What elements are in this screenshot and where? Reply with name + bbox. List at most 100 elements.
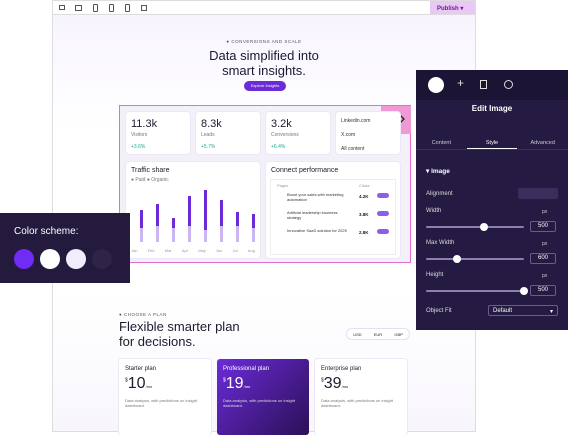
icon[interactable] [141, 5, 147, 11]
channel: Linkedin.com [341, 118, 371, 124]
slider-knob[interactable] [480, 223, 488, 231]
eyebrow-text: CHOOSE A PLAN [123, 312, 167, 317]
swatch[interactable] [92, 249, 112, 269]
slider-knob[interactable] [520, 287, 528, 295]
unit[interactable]: px [542, 273, 548, 279]
stat-card: 3.2k Conversions +6.4% [266, 112, 330, 154]
slider[interactable] [426, 226, 524, 228]
currency: $ [125, 377, 128, 384]
field-label: Object Fit [426, 308, 452, 314]
icon[interactable] [109, 4, 114, 12]
panel-title: Edit Image [471, 104, 513, 113]
stat-change: +3.6% [131, 144, 146, 150]
month: Jul [232, 248, 238, 253]
currency[interactable]: EUR [373, 331, 383, 337]
tabs: Content Style Advanced [416, 126, 568, 150]
plan-card: Starter plan $10/mo Data analysis, with … [119, 359, 211, 435]
eyebrow-text: CONVERSIONS AND SCALE [231, 39, 302, 44]
field-label: Alignment [426, 191, 453, 197]
input[interactable]: 500 [530, 221, 556, 232]
icon[interactable] [59, 5, 65, 10]
stat-card: 8.3k Leads +5.7% [196, 112, 260, 154]
field-label: Height [426, 272, 444, 278]
currency[interactable]: GBP [394, 331, 403, 337]
hero-button[interactable]: Explore Insights [244, 81, 286, 91]
color-scheme-panel: Color scheme: [0, 213, 130, 283]
plan-description: Data analysis, with predictions on insig… [321, 398, 394, 408]
month: Aug [247, 248, 255, 253]
pill [377, 193, 389, 198]
hero-eyebrow: ● CONVERSIONS AND SCALE [226, 39, 302, 44]
input[interactable]: 500 [530, 285, 556, 296]
table: Pages Clicks Boost your sales with marke… [270, 179, 396, 255]
section[interactable]: ▾ Image [426, 168, 450, 175]
add-icon[interactable]: + [457, 76, 465, 90]
page-icon[interactable] [480, 80, 487, 89]
stat-change: +6.4% [271, 144, 286, 150]
editor-panel: + Edit Image Content Style Advanced ▾ Im… [416, 70, 568, 330]
stat-value: 11.3k [131, 118, 158, 130]
history-icon[interactable] [504, 80, 513, 89]
stat-card: 11.3k Visitors +3.6% [126, 112, 190, 154]
period: /mo [243, 384, 251, 389]
stat-label: Visitors [131, 132, 148, 138]
currency[interactable]: USD [353, 331, 362, 337]
plan-name: Professional plan [223, 366, 270, 372]
stat-value: 3.2k [271, 118, 292, 130]
canvas: Publish ▾ ● CONVERSIONS AND SCALE Data s… [52, 0, 476, 435]
select[interactable]: Default ▾ [488, 305, 558, 316]
stat-label: Conversions [271, 132, 299, 138]
pricing-eyebrow: ● CHOOSE A PLAN [119, 312, 167, 317]
performance-card: Connect performance Pages Clicks Boost y… [266, 162, 400, 258]
price: 19 [225, 375, 244, 392]
icon[interactable] [75, 5, 82, 11]
pill [377, 229, 389, 234]
channel: All content [341, 146, 365, 152]
month: May [198, 248, 206, 253]
row-clicks: 4.2K [359, 194, 369, 199]
stat-value: 8.3k [201, 118, 222, 130]
hero-title: Data simplified into smart insights. [209, 48, 319, 78]
month: Mar [164, 248, 172, 253]
legend-item: Paid [135, 177, 146, 183]
tab[interactable]: Content [431, 140, 451, 146]
icon[interactable] [93, 4, 98, 12]
plan-price: $19/mo [223, 375, 250, 393]
publish-button[interactable]: Publish ▾ [430, 1, 475, 14]
field-label: Width [426, 208, 442, 214]
slider[interactable] [426, 290, 524, 292]
card-title: Connect performance [271, 167, 339, 174]
plan-card: Enterprise plan $39/mo Data analysis, wi… [315, 359, 407, 435]
row-clicks: 3.8K [359, 212, 369, 217]
pricing-title: Flexible smarter plan for decisions. [119, 319, 240, 349]
align-buttons[interactable] [518, 188, 558, 199]
months: Jan Feb Mar Apr May Jun Jul Aug [126, 248, 260, 253]
tab[interactable]: Style [466, 126, 518, 149]
bar-decoration [140, 190, 255, 242]
month: Jun [215, 248, 223, 253]
unit[interactable]: px [542, 209, 548, 215]
logo[interactable] [428, 77, 444, 93]
legend-item: Organic [151, 177, 169, 183]
swatch[interactable] [14, 249, 34, 269]
swatch[interactable] [66, 249, 86, 269]
input[interactable]: 600 [530, 253, 556, 264]
field-label: Max Width [426, 240, 455, 246]
currency-toggle[interactable]: USD EUR GBP [347, 329, 409, 339]
image-widget[interactable]: 11.3k Visitors +3.6% 8.3k Leads +5.7% 3.… [119, 105, 411, 263]
unit[interactable]: px [542, 241, 548, 247]
slider-knob[interactable] [453, 255, 461, 263]
swatch[interactable] [40, 249, 60, 269]
channel: X.com [341, 132, 356, 138]
stat-label: Leads [201, 132, 215, 138]
plan-price: $39/mo [321, 375, 348, 393]
stat-change: +5.7% [201, 144, 216, 150]
price: 39 [323, 375, 342, 392]
tab[interactable]: Advanced [530, 140, 555, 146]
toolbar: Publish ▾ [53, 1, 475, 15]
month: Feb [147, 248, 155, 253]
slider[interactable] [426, 258, 524, 260]
icon[interactable] [125, 4, 130, 12]
price: 10 [127, 375, 146, 392]
